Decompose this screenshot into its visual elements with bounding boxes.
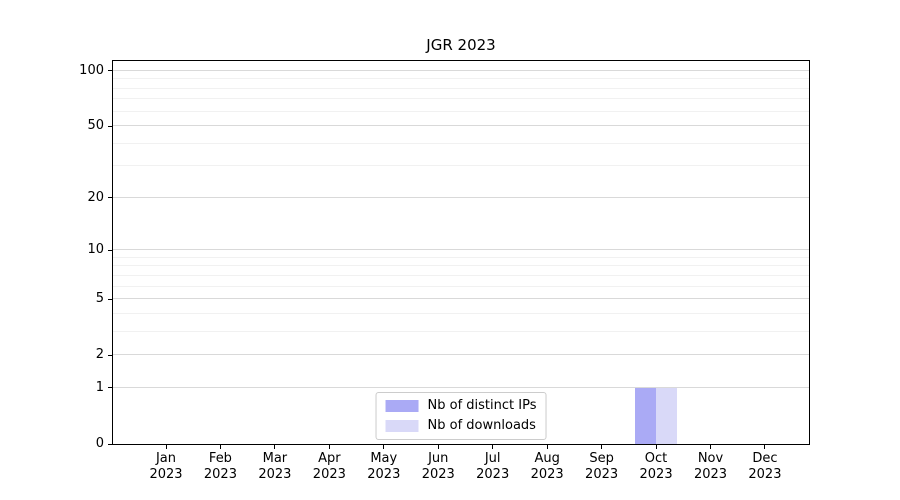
legend-item-downloads: Nb of downloads — [385, 418, 537, 434]
x-tick-mark — [383, 444, 385, 449]
y-tick-mark — [108, 249, 113, 251]
x-tick-label: Aug 2023 — [530, 451, 564, 482]
y-tick-mark — [108, 298, 113, 300]
y-tick-mark — [108, 354, 113, 356]
major-gridline — [113, 298, 809, 300]
bar-nb-of-downloads — [656, 387, 678, 444]
x-tick-mark — [601, 444, 603, 449]
minor-gridline — [113, 265, 809, 267]
y-tick-mark — [108, 197, 113, 199]
y-tick-mark — [108, 387, 113, 389]
x-tick-label: Jan 2023 — [149, 451, 183, 482]
legend-swatch-downloads — [385, 420, 419, 432]
legend-label-downloads: Nb of downloads — [427, 418, 536, 433]
major-gridline — [113, 249, 809, 251]
plot-area: Nb of distinct IPs Nb of downloads 0 1 2 5 1… — [79, 60, 810, 482]
x-tick-mark — [764, 444, 766, 449]
x-tick-label: Sep 2023 — [585, 451, 619, 482]
major-gridline — [113, 354, 809, 356]
minor-gridline — [113, 87, 809, 89]
x-tick-mark — [546, 444, 548, 449]
legend: Nb of distinct IPs Nb of downloads — [375, 392, 547, 440]
x-tick-label: May 2023 — [367, 451, 401, 482]
y-tick-label: 10 — [87, 242, 104, 258]
x-tick-label: Nov 2023 — [693, 451, 728, 482]
major-gridline — [113, 125, 809, 127]
x-tick-mark — [655, 444, 657, 449]
x-tick-label: Feb 2023 — [203, 451, 237, 482]
major-gridline — [113, 196, 809, 198]
bar-nb-of-distinct-ips — [635, 387, 657, 444]
minor-gridline — [113, 165, 809, 167]
minor-gridline — [113, 274, 809, 276]
x-tick-label: Dec 2023 — [748, 451, 782, 482]
minor-gridline — [113, 98, 809, 100]
x-tick-mark — [492, 444, 494, 449]
y-tick-mark — [108, 125, 113, 127]
x-tick-label: Oct 2023 — [639, 451, 673, 482]
minor-gridline — [113, 312, 809, 314]
x-tick-mark — [274, 444, 276, 449]
y-tick-label: 20 — [87, 189, 104, 205]
y-tick-label: 50 — [87, 118, 104, 134]
x-tick-mark — [710, 444, 711, 449]
x-tick-label: Mar 2023 — [258, 451, 292, 482]
x-tick-mark — [437, 444, 439, 449]
minor-gridline — [113, 110, 809, 112]
major-gridline — [113, 69, 809, 71]
minor-gridline — [113, 330, 809, 332]
x-tick-mark — [328, 444, 330, 449]
x-tick-label: Jun 2023 — [421, 451, 455, 482]
minor-gridline — [113, 142, 809, 144]
y-tick-label: 0 — [95, 436, 104, 451]
y-tick-label: 5 — [95, 291, 104, 307]
y-tick-label: 100 — [79, 62, 104, 78]
legend-item-distinct-ips: Nb of distinct IPs — [385, 398, 537, 414]
y-tick-label: 2 — [95, 347, 104, 363]
chart-title: JGR 2023 — [426, 36, 496, 54]
major-gridline — [113, 386, 809, 388]
x-tick-mark — [219, 444, 221, 449]
legend-swatch-distinct-ips — [385, 400, 419, 412]
y-tick-mark — [108, 443, 113, 445]
y-tick-label: 1 — [95, 379, 104, 395]
minor-gridline — [113, 285, 809, 287]
x-tick-mark — [165, 444, 167, 449]
y-tick-mark — [108, 70, 113, 72]
x-tick-label: Apr 2023 — [312, 451, 346, 482]
minor-gridline — [113, 78, 809, 80]
x-tick-label: Jul 2023 — [476, 451, 510, 482]
minor-gridline — [113, 256, 809, 258]
legend-label-distinct-ips: Nb of distinct IPs — [427, 398, 537, 413]
